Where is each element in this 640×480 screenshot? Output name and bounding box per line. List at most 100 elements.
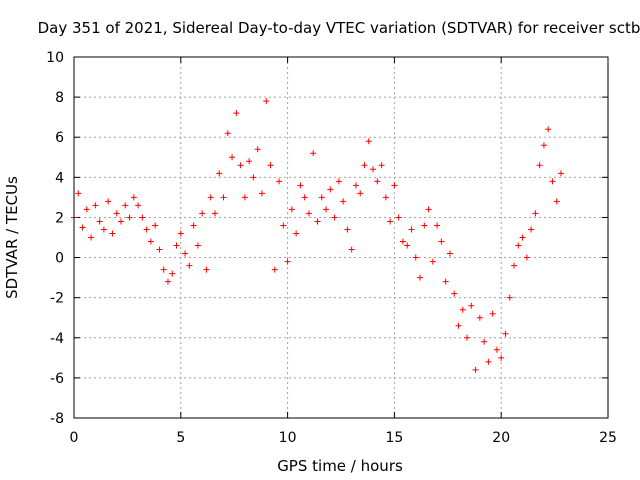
data-point xyxy=(284,258,291,265)
data-point xyxy=(130,194,137,201)
data-point xyxy=(105,198,112,205)
data-point xyxy=(297,182,304,189)
data-point xyxy=(207,194,214,201)
data-point xyxy=(498,354,505,361)
data-point xyxy=(455,322,462,329)
y-axis-ticks: -8 -6 -4 -2 0 2 4 6 8 10 xyxy=(46,50,608,427)
data-point xyxy=(352,182,359,189)
x-axis-label: GPS time / hours xyxy=(277,457,403,475)
data-point xyxy=(511,262,518,269)
data-point xyxy=(139,214,146,221)
x-tick-label: 10 xyxy=(279,430,297,446)
data-point xyxy=(387,218,394,225)
data-point xyxy=(348,246,355,253)
data-point xyxy=(199,210,206,217)
data-point xyxy=(391,182,398,189)
data-point xyxy=(173,242,180,249)
data-point xyxy=(506,294,513,301)
data-point xyxy=(88,234,95,241)
data-point xyxy=(164,278,171,285)
data-point xyxy=(335,178,342,185)
x-tick-label: 5 xyxy=(176,430,185,446)
x-tick-label: 15 xyxy=(385,430,403,446)
data-point xyxy=(438,238,445,245)
data-point xyxy=(233,110,240,117)
data-point xyxy=(194,242,201,249)
data-point xyxy=(79,224,86,231)
data-point xyxy=(481,338,488,345)
x-axis-ticks: 0 5 10 15 20 25 xyxy=(70,57,617,446)
data-point xyxy=(382,194,389,201)
data-point xyxy=(421,222,428,229)
data-point xyxy=(211,210,218,217)
data-point xyxy=(545,126,552,133)
data-point xyxy=(489,310,496,317)
data-point xyxy=(493,346,500,353)
data-point xyxy=(344,226,351,233)
data-point xyxy=(442,278,449,285)
data-point xyxy=(267,162,274,169)
y-tick-label: 6 xyxy=(55,130,64,146)
data-point xyxy=(327,186,334,193)
data-point xyxy=(83,206,90,213)
data-point xyxy=(109,230,116,237)
data-point xyxy=(528,226,535,233)
data-point xyxy=(523,254,530,261)
data-point xyxy=(425,206,432,213)
data-point xyxy=(451,290,458,297)
y-tick-label: 2 xyxy=(55,210,64,226)
data-point xyxy=(229,154,236,161)
data-point xyxy=(434,222,441,229)
y-tick-label: 8 xyxy=(55,90,64,106)
data-point xyxy=(310,150,317,157)
data-point xyxy=(532,210,539,217)
data-point xyxy=(378,162,385,169)
data-point xyxy=(331,214,338,221)
data-point xyxy=(216,170,223,177)
data-point xyxy=(361,162,368,169)
data-point xyxy=(100,226,107,233)
data-point xyxy=(182,250,189,257)
data-point xyxy=(220,194,227,201)
data-point xyxy=(459,306,466,313)
data-point xyxy=(553,198,560,205)
data-point xyxy=(241,194,248,201)
data-point xyxy=(135,202,142,209)
data-point xyxy=(301,194,308,201)
data-point xyxy=(271,266,278,273)
data-point xyxy=(446,250,453,257)
data-point xyxy=(152,222,159,229)
data-point xyxy=(190,222,197,229)
data-point xyxy=(476,314,483,321)
data-point xyxy=(468,302,475,309)
x-tick-label: 0 xyxy=(70,430,79,446)
data-point xyxy=(96,218,103,225)
data-point xyxy=(147,238,154,245)
plot-frame xyxy=(73,56,609,419)
y-tick-label: -6 xyxy=(50,371,64,387)
data-point xyxy=(395,214,402,221)
data-point xyxy=(429,258,436,265)
data-point xyxy=(224,130,231,137)
data-point xyxy=(280,222,287,229)
data-point xyxy=(417,274,424,281)
data-point xyxy=(549,178,556,185)
data-point xyxy=(246,158,253,165)
y-tick-label: -2 xyxy=(50,291,64,307)
data-point xyxy=(113,210,120,217)
y-tick-label: 10 xyxy=(46,50,64,66)
x-tick-label: 20 xyxy=(492,430,510,446)
chart-title: Day 351 of 2021, Sidereal Day-to-day VTE… xyxy=(38,19,640,37)
data-point xyxy=(169,270,176,277)
data-point xyxy=(254,146,261,153)
data-point xyxy=(156,246,163,253)
data-point xyxy=(485,358,492,365)
data-point xyxy=(258,190,265,197)
x-tick-label: 25 xyxy=(599,430,617,446)
data-point xyxy=(237,162,244,169)
data-point xyxy=(464,334,471,341)
data-point xyxy=(126,214,133,221)
data-point xyxy=(404,242,411,249)
data-point xyxy=(250,174,257,181)
